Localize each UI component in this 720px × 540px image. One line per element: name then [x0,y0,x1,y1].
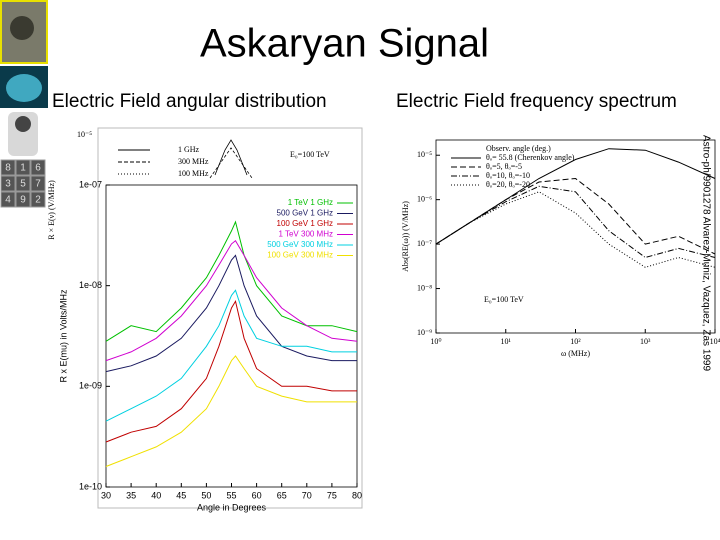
x-tick-label: 10³ [640,337,651,346]
square-number: 3 [5,179,11,190]
x-tick-label: 60 [252,490,262,500]
microphone-head [15,116,31,132]
inset-curve [209,147,253,179]
legend-label: θₒ=5, θₒ=-5 [486,162,522,171]
square-cell [0,159,16,176]
x-axis-label: ω (MHz) [561,349,590,358]
series-line [105,299,357,443]
portrait-photo [0,0,48,64]
y-tick-label: 10⁻⁸ [417,283,432,292]
caption-left: Electric Field angular distribution [52,91,327,112]
square-cell [15,191,31,208]
square-number: 7 [35,179,41,190]
x-tick-label: 50 [201,490,211,500]
square-number: 2 [35,195,41,206]
series-line [105,355,357,467]
y-tick-label: 10⁻⁷ [417,239,432,248]
square-number: 8 [5,163,11,174]
y-tick-label: 1e-08 [79,280,102,290]
reference: Astro-ph/9901278 Alvarez-Muniz, Vazquez,… [700,135,711,371]
inset-text: 10⁻⁵ [77,130,92,139]
legend-title: Observ. angle (deg.) [486,144,551,153]
x-tick-label: 10¹ [501,337,512,346]
x-tick-label: 40 [151,490,161,500]
x-tick-label: 70 [302,490,312,500]
square-number: 1 [20,163,26,174]
inset-text: 300 MHz [178,157,209,166]
legend-label: 500 GeV 300 MHz [267,240,333,249]
slide-title: Askaryan Signal [200,22,489,66]
annotation: E₀=100 TeV [484,295,524,304]
y-axis-label: R x E(mu) in Volts/MHz [58,289,68,383]
y-tick-label: 10⁻⁵ [417,150,432,159]
series-line [435,185,716,259]
legend-label: θₒ=20, θₒ=-20 [486,180,530,189]
square-number: 4 [5,195,11,206]
x-tick-label: 30 [101,490,111,500]
x-tick-label: 10² [570,337,581,346]
series-line [105,254,357,373]
legend-label: 100 GeV 1 GHz [277,219,333,228]
square-cell [30,159,46,176]
globe-shape [6,74,42,102]
series-line [435,177,716,255]
y-tick-label: 1e-10 [79,481,102,491]
series-line [105,220,358,342]
x-tick-label: 10⁰ [430,337,441,346]
square-cell [15,159,31,176]
inset-text: 100 MHz [178,169,209,178]
x-tick-label: 65 [277,490,287,500]
y-tick-label: 10⁻⁹ [417,328,432,337]
legend-label: 100 GeV 300 MHz [267,251,333,260]
legend-label: 1 TeV 300 MHz [278,230,333,239]
x-axis-label: Angle in Degrees [197,502,267,512]
square-number: 5 [20,179,26,190]
x-tick-label: 55 [226,490,236,500]
square-number: 6 [35,163,41,174]
legend-label: θₒ= 55.8 (Cherenkov angle) [486,153,575,162]
legend-label: 500 GeV 1 GHz [277,209,333,218]
x-tick-label: 80 [352,490,362,500]
x-tick-label: 45 [176,490,186,500]
caption-right: Electric Field frequency spectrum [396,91,677,112]
series-line [435,148,716,245]
inset-text: 1 GHz [178,145,200,154]
series-line [105,239,358,362]
x-tick-label: 35 [126,490,136,500]
inset-text: R × E(ν) (V/MHz) [47,180,56,240]
square-number: 9 [20,195,26,206]
square-cell [0,191,16,208]
square-cell [15,175,31,192]
square-cell [0,175,16,192]
left-figure-frame [97,127,363,509]
portrait-face [10,16,34,40]
inset-text: E₀=100 TeV [290,150,330,159]
x-tick-label: 75 [327,490,337,500]
y-tick-label: 1e-07 [79,179,102,189]
series-line [435,191,716,268]
legend-label: 1 TeV 1 GHz [288,198,333,207]
inset-curve [214,139,248,176]
y-axis-label: Abs(RE(ω)) (V/MHz) [401,201,410,272]
square-cell [30,191,46,208]
legend-label: θₒ=10, θₒ=-10 [486,171,530,180]
square-cell [30,175,46,192]
y-tick-label: 1e-09 [79,381,102,391]
y-tick-label: 10⁻⁶ [417,194,432,203]
x-tick-label: 10⁴ [710,337,720,346]
series-line [105,289,357,422]
